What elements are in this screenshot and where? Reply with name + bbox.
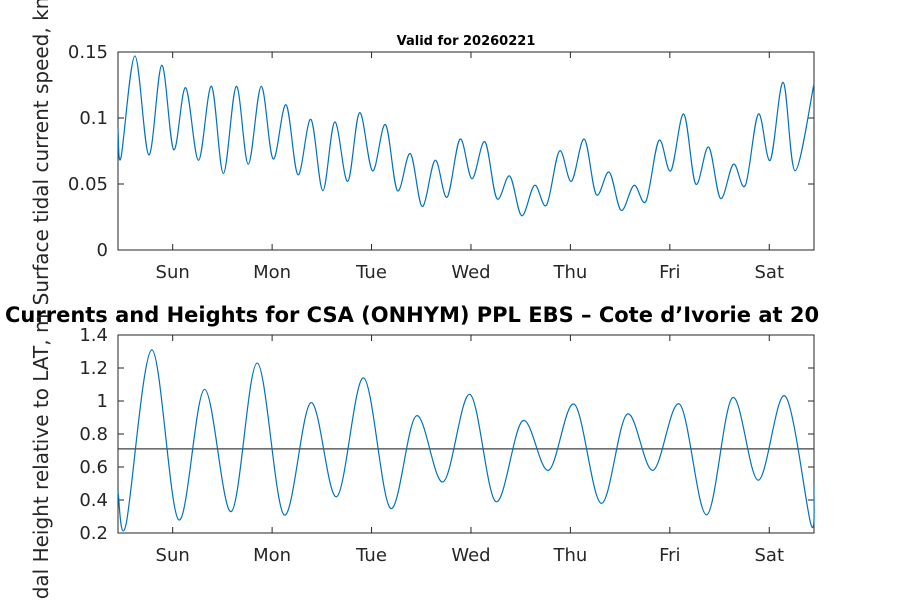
tidal-height-ytick-label: 1 (97, 391, 108, 412)
current-speed-series-line (117, 55, 815, 217)
tidal-height-ytick-label: 0.2 (79, 523, 108, 544)
tidal-height-ytick-label: 0.6 (79, 457, 108, 478)
tidal-height-xtick-label: Tue (355, 545, 387, 566)
tidal-height-xtick-label: Wed (451, 545, 490, 566)
tidal-height-xtick-label: Thu (552, 545, 587, 566)
tidal-height-ytick-label: 0.4 (79, 490, 108, 511)
current-speed-xtick-label: Sat (754, 262, 784, 283)
tidal-height-ylabel: Tidal Height relative to LAT, m (29, 314, 53, 600)
current-speed-ytick-label: 0 (97, 240, 108, 261)
tidal-height-ytick-label: 1.2 (79, 358, 108, 379)
current-speed-plot-frame (117, 51, 815, 251)
current-speed-ytick-label: 0.15 (68, 42, 108, 63)
tidal-height-series-line (117, 349, 815, 532)
tidal-height-ytick-label: 0.8 (79, 424, 108, 445)
tidal-height-ytick-label: 1.4 (79, 325, 108, 346)
current-speed-xtick-label: Fri (659, 262, 680, 283)
current-speed-xtick-label: Tue (355, 262, 387, 283)
current-speed-ytick-label: 0.05 (68, 174, 108, 195)
current-speed-xtick-label: Sun (156, 262, 190, 283)
figure-title: Currents and Heights for CSA (ONHYM) PPL… (5, 303, 819, 327)
tidal-height-plot-frame (117, 334, 815, 534)
tidal-height-plot: Currents and Heights for CSA (ONHYM) PPL… (5, 303, 819, 600)
current-speed-xtick-label: Wed (451, 262, 490, 283)
tidal-height-xtick-label: Sat (754, 545, 784, 566)
tidal-height-xtick-label: Mon (253, 545, 291, 566)
current-speed-plot: Valid for 20260221 0 0.05 0.1 0.15 Sun Mon Tu… (29, 0, 815, 305)
current-speed-ylabel: Surface tidal current speed, kn (29, 0, 53, 305)
current-speed-plot-title: Valid for 20260221 (397, 34, 536, 49)
tidal-height-xtick-label: Fri (659, 545, 680, 566)
tidal-height-xtick-label: Sun (156, 545, 190, 566)
current-speed-xtick-label: Mon (253, 262, 291, 283)
current-speed-xtick-label: Thu (552, 262, 587, 283)
current-speed-ytick-label: 0.1 (79, 108, 108, 129)
